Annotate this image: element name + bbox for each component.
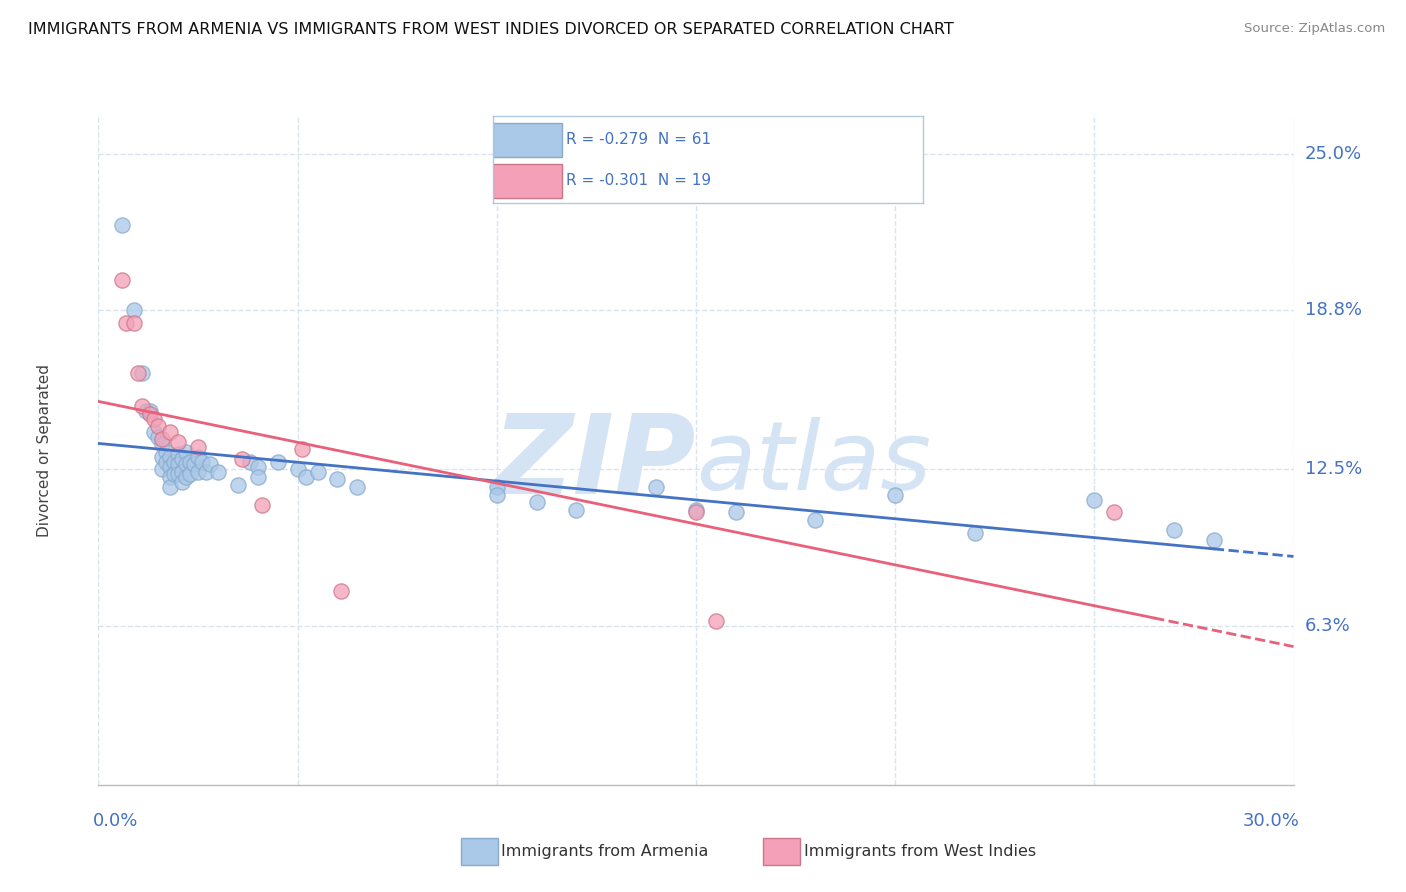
Point xyxy=(143,425,166,439)
Point xyxy=(685,505,707,519)
Point xyxy=(150,450,173,464)
Point xyxy=(167,467,190,482)
Point xyxy=(131,399,153,413)
Point xyxy=(239,455,262,469)
Point xyxy=(135,404,157,418)
Point xyxy=(139,404,162,418)
Point xyxy=(485,488,508,502)
Text: 25.0%: 25.0% xyxy=(1305,145,1362,163)
Point xyxy=(174,470,197,484)
Point xyxy=(179,467,201,482)
Point xyxy=(155,444,177,458)
Point xyxy=(1163,523,1185,537)
Point xyxy=(163,467,186,482)
Point xyxy=(159,425,181,439)
Point xyxy=(267,455,290,469)
Text: 12.5%: 12.5% xyxy=(1305,460,1362,478)
Text: Divorced or Separated: Divorced or Separated xyxy=(37,364,52,537)
Point xyxy=(174,444,197,458)
Text: Immigrants from Armenia: Immigrants from Armenia xyxy=(501,845,707,859)
Point xyxy=(111,218,134,232)
Point xyxy=(207,465,229,479)
Point xyxy=(294,470,316,484)
Text: 30.0%: 30.0% xyxy=(1243,812,1299,830)
Point xyxy=(685,503,707,517)
Point xyxy=(1202,533,1225,547)
Point xyxy=(167,458,190,472)
Text: Immigrants from West Indies: Immigrants from West Indies xyxy=(804,845,1036,859)
Point xyxy=(167,447,190,461)
Text: 0.0%: 0.0% xyxy=(93,812,138,830)
Point xyxy=(307,465,329,479)
Point xyxy=(131,367,153,381)
Point xyxy=(159,450,181,464)
Point xyxy=(191,455,214,469)
Point xyxy=(287,462,309,476)
Point xyxy=(246,470,269,484)
Text: Source: ZipAtlas.com: Source: ZipAtlas.com xyxy=(1244,22,1385,36)
Point xyxy=(150,437,173,451)
Point xyxy=(485,480,508,494)
Point xyxy=(250,498,273,512)
Point xyxy=(115,316,138,330)
Point xyxy=(963,525,986,540)
Point xyxy=(124,303,146,318)
Point xyxy=(163,455,186,469)
Point xyxy=(139,407,162,421)
Point xyxy=(187,450,209,464)
Point xyxy=(174,458,197,472)
Point xyxy=(526,495,548,509)
Point xyxy=(330,583,353,598)
Point xyxy=(172,475,194,489)
Point xyxy=(159,459,181,474)
Point xyxy=(172,465,194,479)
Text: IMMIGRANTS FROM ARMENIA VS IMMIGRANTS FROM WEST INDIES DIVORCED OR SEPARATED COR: IMMIGRANTS FROM ARMENIA VS IMMIGRANTS FR… xyxy=(28,22,953,37)
Point xyxy=(198,458,221,472)
Point xyxy=(804,513,827,527)
Point xyxy=(124,316,146,330)
Point xyxy=(172,452,194,467)
Point xyxy=(346,480,368,494)
Text: 18.8%: 18.8% xyxy=(1305,301,1361,319)
Point xyxy=(148,429,170,443)
Point xyxy=(150,432,173,446)
Text: 6.3%: 6.3% xyxy=(1305,617,1350,635)
Point xyxy=(290,442,312,457)
Point xyxy=(148,419,170,434)
Point xyxy=(724,505,747,519)
Point xyxy=(179,455,201,469)
Point xyxy=(194,465,218,479)
Point xyxy=(1083,492,1105,507)
Point xyxy=(183,458,205,472)
Point xyxy=(150,462,173,476)
Point xyxy=(645,480,668,494)
Point xyxy=(226,477,249,491)
Point xyxy=(231,452,253,467)
Point xyxy=(127,367,149,381)
Point xyxy=(187,440,209,454)
Point xyxy=(1102,505,1125,519)
Point xyxy=(565,503,588,517)
Point xyxy=(704,614,727,628)
Point xyxy=(111,273,134,287)
Point xyxy=(159,470,181,484)
Point xyxy=(143,412,166,426)
Point xyxy=(884,488,907,502)
Point xyxy=(155,455,177,469)
Point xyxy=(187,465,209,479)
Point xyxy=(326,473,349,487)
Point xyxy=(246,459,269,474)
Point xyxy=(159,480,181,494)
Text: ZIP: ZIP xyxy=(492,410,696,517)
Point xyxy=(167,434,190,449)
Text: atlas: atlas xyxy=(696,417,931,510)
